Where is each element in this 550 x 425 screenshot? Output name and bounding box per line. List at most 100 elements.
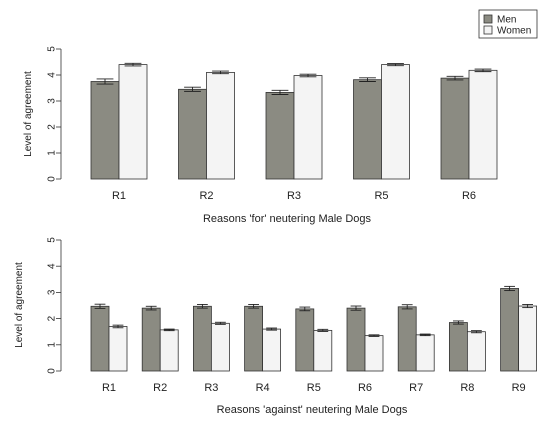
error-bar-women-r5 [387,63,404,67]
y-tick-label: 0 [47,368,58,374]
y-tick-label: 3 [47,289,58,295]
bar-women-r5 [313,329,333,372]
error-bar-women-r5 [317,328,329,332]
x-labels-for: R1 R2 R3 R5 R6 [112,190,476,202]
error-bar-men-r2 [184,86,201,92]
bars-for [90,62,498,180]
bar-men-r8 [448,322,468,372]
legend-label-women: Women [497,26,531,37]
x-tick-label-r3: R3 [204,382,218,394]
bar-women-r6 [468,69,498,180]
y-axis-title-for: Level of agreement [23,71,34,157]
y-tick-label: 5 [47,237,58,243]
bar-women-r7 [415,334,435,372]
y-tick-label: 1 [47,150,58,156]
x-tick-label-r6: R6 [462,190,476,202]
x-tick-label-r2: R2 [153,382,167,394]
error-bar-men-r4 [248,304,259,309]
bar-men-r1 [90,81,120,180]
error-bar-men-r7 [401,304,413,310]
x-tick-label-r5: R5 [307,382,321,394]
bar-men-r4 [244,305,264,372]
error-bar-women-r7 [419,333,431,337]
y-tick-label: 5 [47,46,58,52]
x-tick-label-r2: R2 [199,190,213,202]
legend-swatch-men [483,14,493,24]
error-bar-women-r3 [215,321,226,325]
y-axis-against: 0 1 2 3 4 5 [47,237,62,374]
error-bar-women-r1 [112,324,124,329]
bar-men-r3 [192,305,212,372]
y-tick-label: 3 [47,98,58,104]
bar-men-r3 [265,92,295,180]
bar-women-r2 [159,329,179,372]
y-axis-for: 0 1 2 3 4 5 [47,46,62,182]
bar-women-r9 [518,305,537,372]
bar-men-r7 [397,306,417,372]
error-bar-men-r5 [299,306,311,312]
error-bar-women-r6 [368,334,380,337]
x-tick-label-r9: R9 [512,382,526,394]
legend-swatch-women [483,25,493,35]
error-bar-men-r1 [94,303,106,309]
error-bar-women-r9 [522,304,533,309]
legend-label-men: Men [497,15,516,26]
y-tick-label: 4 [47,263,58,269]
error-bar-men-r5 [359,77,376,82]
x-tick-label-r8: R8 [460,382,474,394]
bar-women-r1 [118,64,148,180]
y-tick-label: 2 [47,315,58,321]
x-tick-label-r7: R7 [409,382,423,394]
x-tick-label-r5: R5 [374,190,388,202]
x-tick-label-r6: R6 [358,382,372,394]
bar-women-r8 [466,331,486,372]
error-bar-men-r9 [504,285,515,292]
bar-men-r2 [178,88,207,180]
x-axis-title-against: Reasons 'against' neutering Male Dogs [217,404,408,416]
chart-reasons-against: 0 1 2 3 4 5 R1 R2 R3 R4 R5 R6 R7 R8 R9 Reasons 'again… [14,237,537,416]
bar-men-r5 [353,79,382,180]
bar-women-r3 [293,75,323,180]
legend: Men Women [478,9,538,39]
bar-women-r1 [108,326,128,372]
y-tick-label: 4 [47,72,58,78]
bar-men-r5 [295,308,315,372]
y-tick-label: 2 [47,124,58,130]
x-axis-title-for: Reasons 'for' neutering Male Dogs [203,213,372,225]
x-tick-label-r3: R3 [287,190,301,202]
x-labels-against: R1 R2 R3 R4 R5 R6 R7 R8 R9 [102,382,526,394]
x-tick-label-r4: R4 [256,382,270,394]
bar-men-r6 [440,77,470,180]
bar-women-r5 [381,64,410,180]
y-axis-title-against: Level of agreement [14,262,25,348]
error-bar-women-r4 [266,327,277,331]
x-tick-label-r1: R1 [112,190,126,202]
error-bar-men-r3 [197,304,208,309]
error-bar-men-r1 [96,78,114,85]
bar-women-r6 [364,335,384,372]
x-tick-label-r1: R1 [102,382,116,394]
error-bar-men-r6 [350,305,362,311]
error-bar-women-r8 [471,330,482,334]
chart-reasons-for: 0 1 2 3 4 5 R1 R2 R3 R5 R6 Reasons 'for' neuterin… [23,46,498,225]
error-bar-men-r2 [145,305,157,311]
y-tick-label: 0 [47,176,58,182]
error-bar-women-r2 [163,328,175,332]
bar-men-r1 [90,305,110,372]
error-bar-women-r1 [124,62,142,67]
bar-women-r4 [262,328,282,372]
error-bar-women-r6 [474,68,492,73]
bar-women-r2 [206,72,235,180]
error-bar-men-r8 [453,320,464,325]
bar-men-r9 [500,288,520,372]
bar-women-r3 [210,322,230,372]
error-bar-men-r6 [446,75,464,81]
error-bar-women-r2 [212,70,229,75]
error-bar-men-r3 [271,89,289,95]
y-tick-label: 1 [47,342,58,348]
bar-men-r6 [346,307,366,372]
bars-against [90,285,537,372]
bar-men-r2 [141,307,161,372]
error-bar-women-r3 [299,73,317,78]
